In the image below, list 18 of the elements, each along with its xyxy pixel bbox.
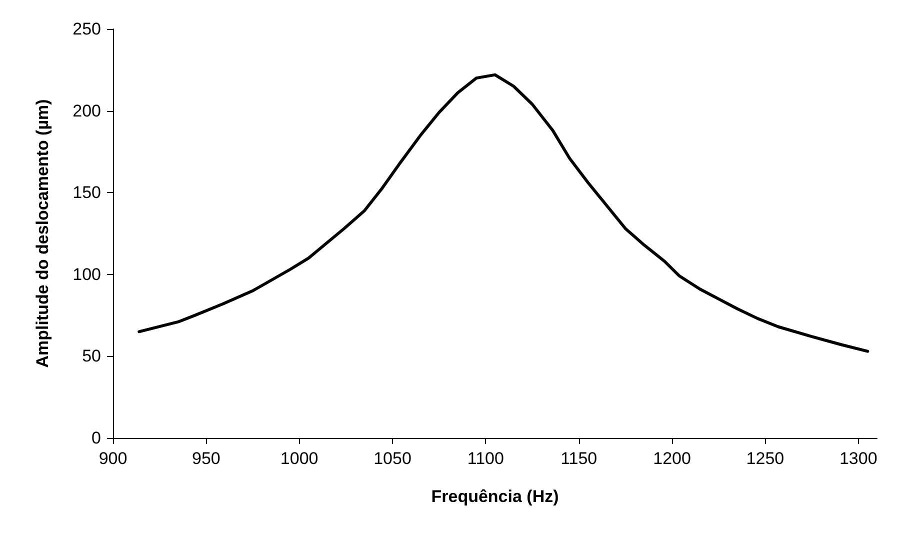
y-tick-label: 250 <box>72 20 101 38</box>
y-axis-title: Amplitude do deslocamento (µm) <box>33 99 52 368</box>
y-tick-label: 150 <box>72 183 101 202</box>
x-tick-label: 1000 <box>280 449 318 468</box>
y-tick-label: 50 <box>82 346 101 366</box>
x-tick-label: 900 <box>98 449 128 468</box>
line-series <box>138 73 870 353</box>
x-axis-title: Frequência (Hz) <box>431 487 559 506</box>
x-tick-label: 1300 <box>839 449 878 468</box>
y-tick-label: 200 <box>72 101 101 120</box>
y-tick-label: 0 <box>92 428 101 448</box>
x-tick-label: 1200 <box>653 449 691 468</box>
x-tick-label: 1100 <box>467 449 504 468</box>
y-tick-label: 100 <box>72 264 101 284</box>
x-tick-label: 1050 <box>374 449 412 468</box>
x-tick-label: 1250 <box>746 449 784 468</box>
x-tick-label: 950 <box>192 449 220 468</box>
x-tick-label: 1150 <box>560 449 598 468</box>
